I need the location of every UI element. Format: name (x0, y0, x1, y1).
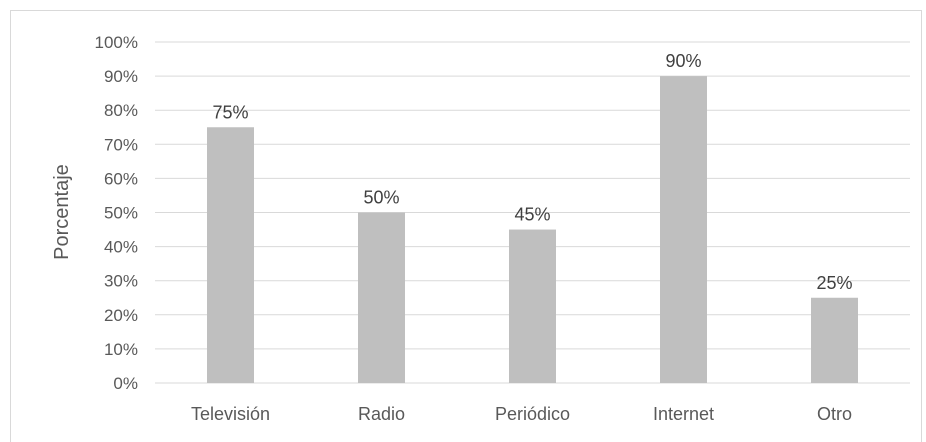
bar (207, 127, 254, 383)
y-tick-label: 60% (104, 169, 138, 188)
data-label: 25% (816, 273, 852, 293)
chart-frame (10, 10, 922, 442)
y-tick-label: 70% (104, 135, 138, 154)
data-label: 90% (665, 51, 701, 71)
x-tick-label: Radio (358, 404, 405, 424)
y-tick-label: 100% (95, 33, 138, 52)
y-axis-label: Porcentaje (51, 164, 73, 260)
y-tick-label: 90% (104, 67, 138, 86)
data-label: 45% (514, 205, 550, 225)
bar (811, 297, 858, 383)
bars (207, 76, 858, 383)
x-axis-ticks: Televisión Radio Periódico Internet Otro (191, 404, 852, 424)
data-label: 50% (363, 188, 399, 208)
y-tick-label: 30% (104, 272, 138, 291)
y-tick-label: 10% (104, 340, 138, 359)
y-tick-label: 40% (104, 238, 138, 257)
y-axis-ticks: 0% 10% 20% 30% 40% 50% 60% 70% 80% 90% 100% (95, 33, 138, 393)
y-tick-label: 20% (104, 306, 138, 325)
bar (509, 229, 556, 383)
data-labels: 75% 50% 45% 90% 25% (212, 51, 852, 293)
x-tick-label: Internet (653, 404, 714, 424)
bar (660, 76, 707, 383)
x-tick-label: Televisión (191, 404, 270, 424)
y-tick-label: 80% (104, 101, 138, 120)
y-tick-label: 50% (104, 204, 138, 223)
x-tick-label: Periódico (495, 404, 570, 424)
bar (358, 212, 405, 383)
y-tick-label: 0% (113, 374, 138, 393)
x-tick-label: Otro (817, 404, 852, 424)
data-label: 75% (212, 102, 248, 122)
